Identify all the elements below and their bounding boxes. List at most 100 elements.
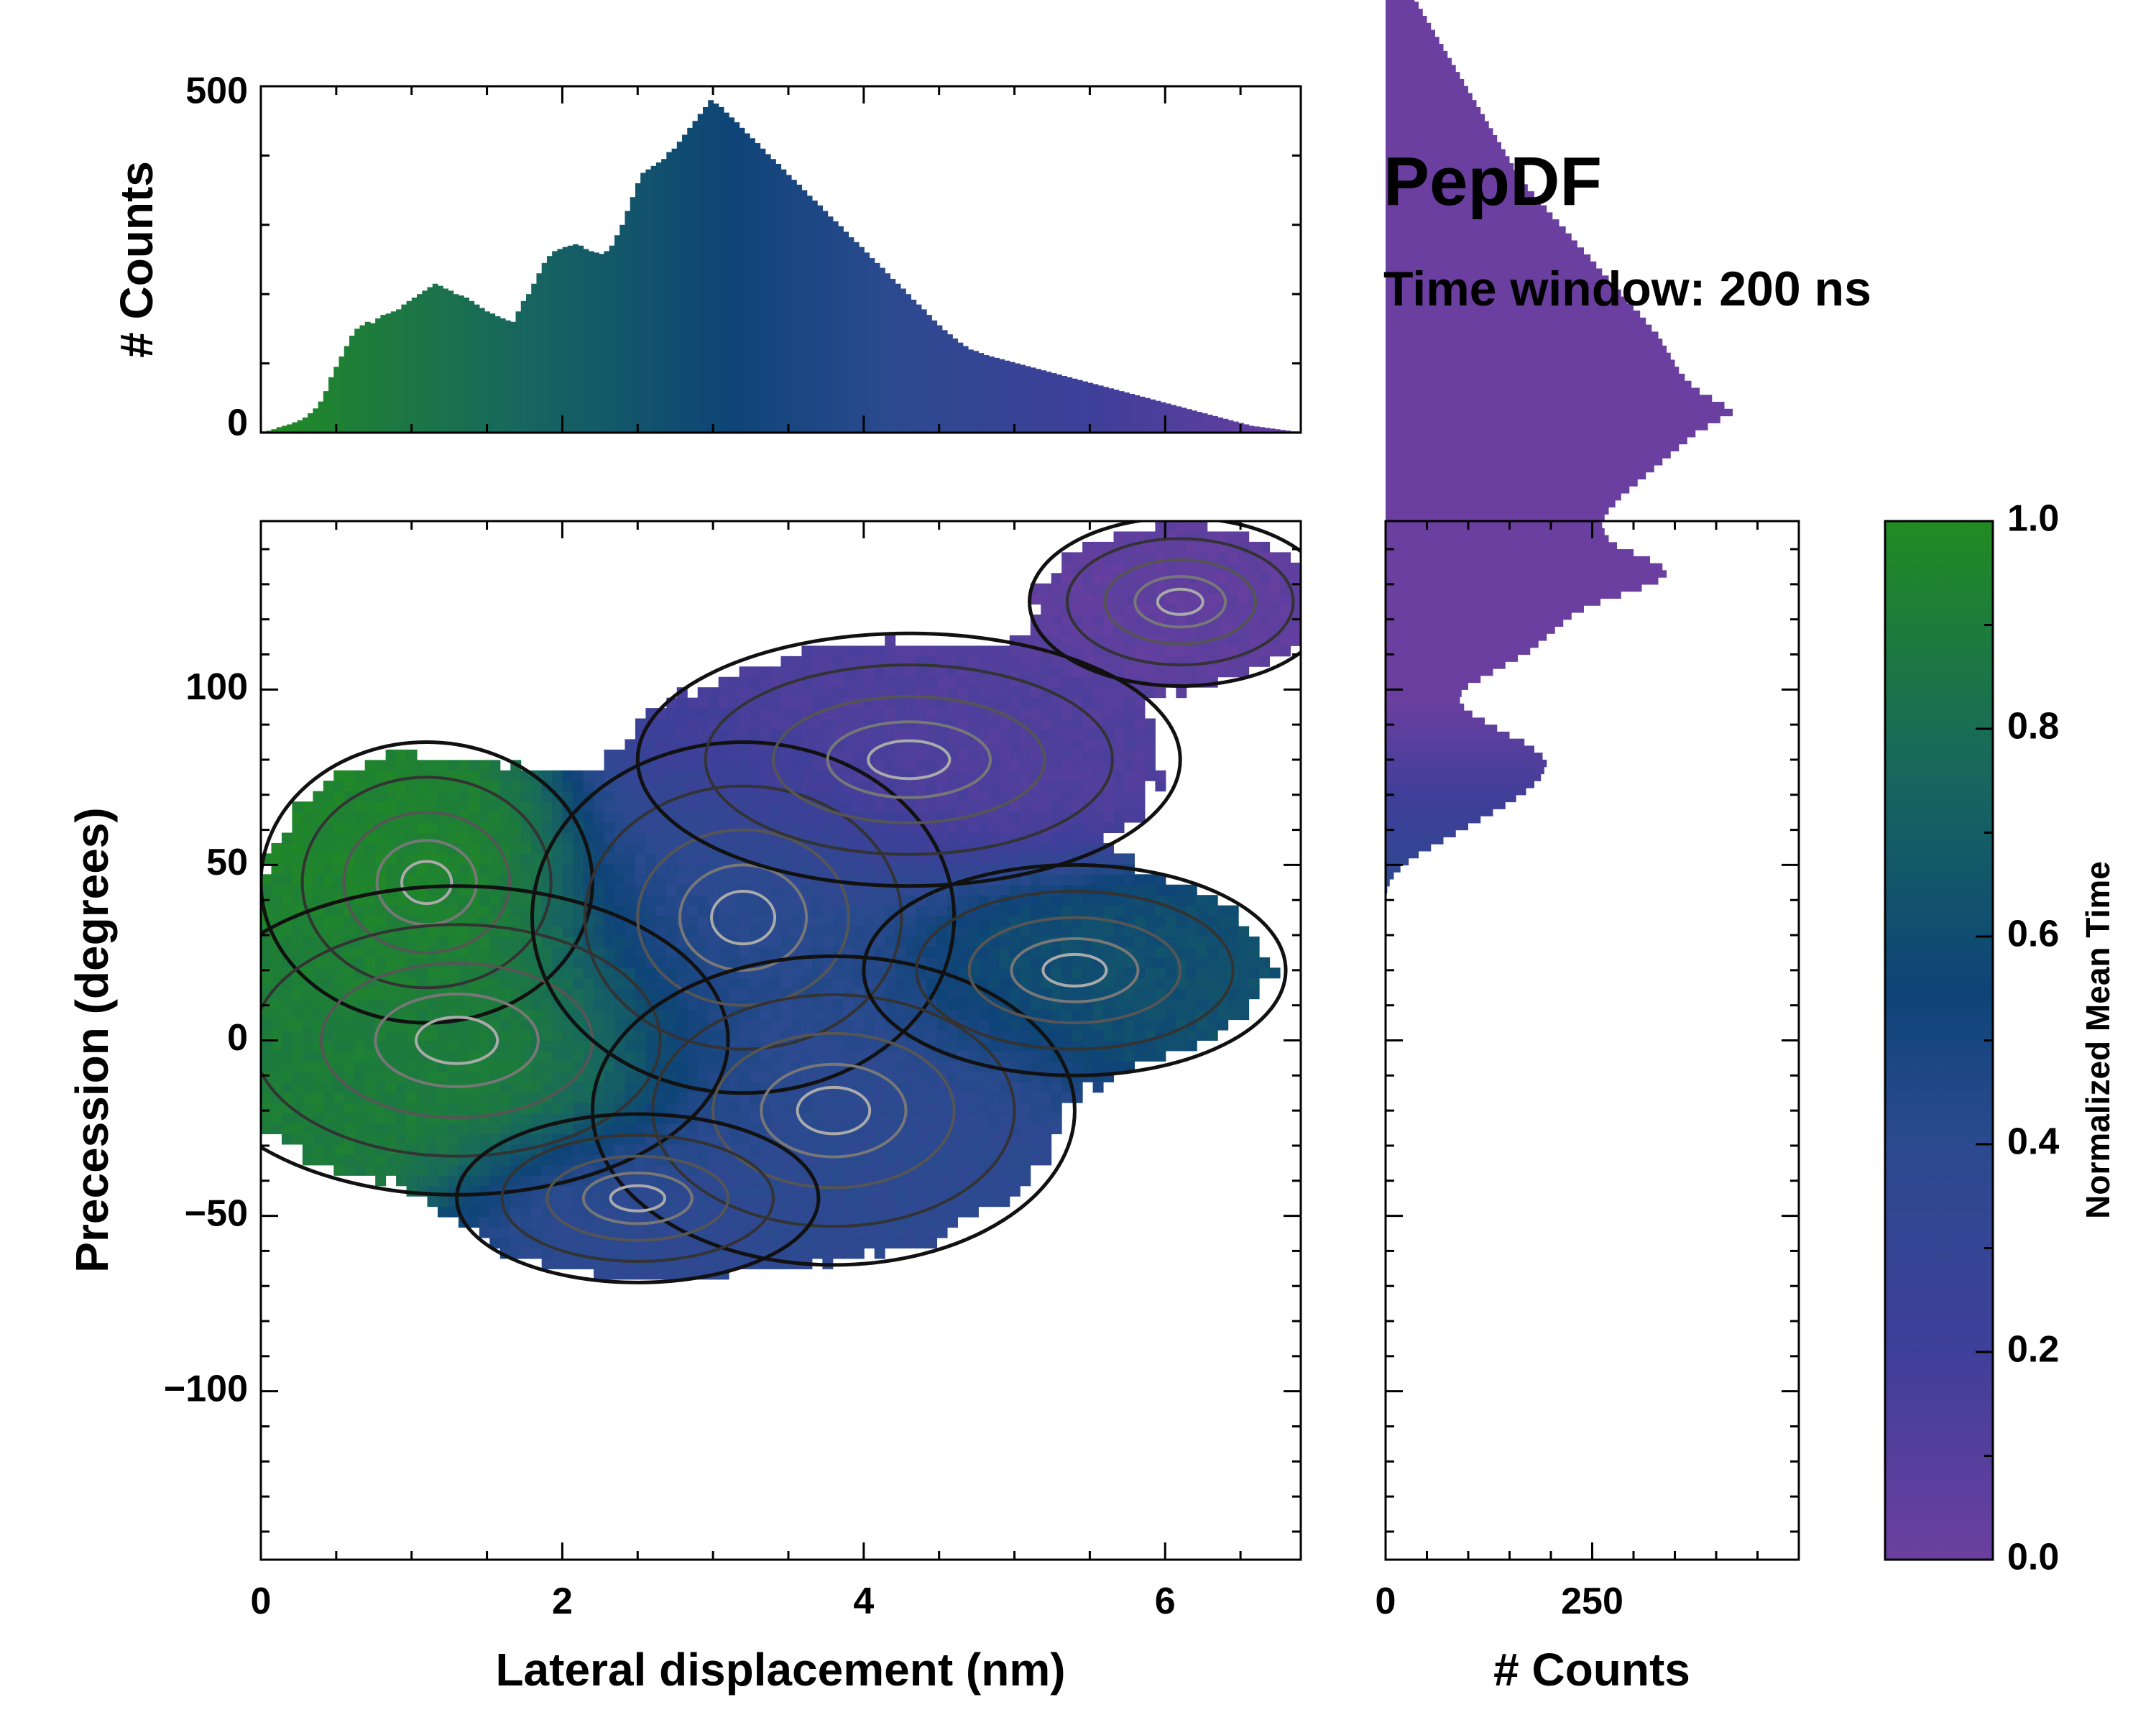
heatmap-cell bbox=[479, 905, 490, 916]
heatmap-cell bbox=[947, 863, 958, 875]
heatmap-cell bbox=[885, 1113, 896, 1124]
heatmap-cell bbox=[687, 895, 699, 906]
heatmap-cell bbox=[999, 718, 1010, 730]
heatmap-cell bbox=[687, 708, 699, 719]
heatmap-cell bbox=[469, 1092, 480, 1103]
heatmap-cell bbox=[750, 1082, 761, 1093]
heatmap-cell bbox=[1280, 645, 1291, 657]
top-histogram-bar bbox=[484, 311, 490, 433]
heatmap-cell bbox=[645, 895, 657, 906]
heatmap-cell bbox=[448, 1071, 459, 1082]
heatmap-cell bbox=[822, 1164, 834, 1176]
heatmap-cell bbox=[635, 874, 646, 886]
heatmap-cell bbox=[1009, 666, 1021, 678]
heatmap-cell bbox=[1009, 842, 1021, 854]
heatmap-cell bbox=[770, 853, 781, 865]
heatmap-cell bbox=[791, 1071, 802, 1082]
heatmap-cell bbox=[1186, 884, 1197, 896]
heatmap-cells bbox=[261, 521, 1301, 1280]
heatmap-cell bbox=[427, 1030, 438, 1041]
heatmap-cell bbox=[822, 1144, 834, 1155]
heatmap-cell bbox=[458, 1196, 469, 1208]
heatmap-cell bbox=[936, 1113, 948, 1124]
heatmap-cell bbox=[885, 937, 896, 947]
heatmap-cell bbox=[645, 1050, 657, 1062]
heatmap-cell bbox=[604, 822, 615, 833]
heatmap-cell bbox=[687, 1071, 699, 1082]
heatmap-cell bbox=[437, 1103, 448, 1114]
heatmap-cell bbox=[957, 832, 969, 844]
heatmap-cell bbox=[957, 1103, 969, 1114]
heatmap-cell bbox=[978, 801, 990, 813]
heatmap-cell bbox=[801, 760, 813, 771]
heatmap-cell bbox=[448, 781, 459, 792]
heatmap-cell bbox=[967, 1196, 979, 1208]
heatmap-cell bbox=[666, 957, 678, 968]
heatmap-cell bbox=[1082, 718, 1094, 730]
heatmap-cell bbox=[916, 916, 927, 927]
heatmap-cell bbox=[947, 656, 958, 667]
heatmap-cell bbox=[801, 947, 813, 958]
heatmap-cell bbox=[573, 884, 584, 896]
heatmap-cell bbox=[697, 811, 709, 823]
heatmap-cell bbox=[895, 1238, 906, 1248]
heatmap-cell bbox=[635, 853, 646, 865]
heatmap-cell bbox=[967, 1071, 979, 1082]
heatmap-cell bbox=[687, 863, 699, 875]
top-histogram-bar bbox=[1212, 415, 1218, 433]
top-histogram-bar bbox=[520, 300, 527, 433]
heatmap-cell bbox=[1072, 635, 1083, 646]
heatmap-cell bbox=[988, 1175, 1000, 1187]
heatmap-cell bbox=[375, 832, 387, 844]
heatmap-cell bbox=[510, 1196, 522, 1208]
heatmap-cell bbox=[853, 905, 865, 916]
heatmap-cell bbox=[1144, 884, 1156, 896]
heatmap-cell bbox=[1009, 905, 1021, 916]
heatmap-cell bbox=[885, 645, 896, 657]
heatmap-cell bbox=[1248, 988, 1260, 1000]
heatmap-cell bbox=[1092, 1050, 1104, 1062]
heatmap-cell bbox=[1009, 801, 1021, 813]
heatmap-cell bbox=[801, 1113, 813, 1124]
heatmap-contour bbox=[1103, 558, 1258, 645]
heatmap-cell bbox=[1144, 760, 1156, 771]
heatmap-cell bbox=[437, 801, 448, 813]
heatmap-cell bbox=[479, 791, 490, 802]
heatmap-cell bbox=[614, 1144, 625, 1155]
heatmap-cell bbox=[1113, 791, 1125, 802]
heatmap-cell bbox=[1061, 760, 1073, 771]
heatmap-cell bbox=[479, 770, 490, 781]
heatmap-cell bbox=[625, 1175, 636, 1187]
heatmap-cell bbox=[1113, 978, 1125, 989]
heatmap-cell bbox=[967, 760, 979, 771]
heatmap-cell bbox=[354, 781, 366, 792]
heatmap-cell bbox=[1217, 926, 1229, 937]
heatmap-cell bbox=[999, 1019, 1010, 1031]
heatmap-cell bbox=[614, 822, 625, 833]
heatmap-cell bbox=[967, 884, 979, 896]
top-histogram-bar bbox=[1092, 384, 1099, 433]
top-histogram-bar bbox=[510, 321, 517, 433]
heatmap-cell bbox=[1092, 832, 1104, 844]
heatmap-cell bbox=[780, 1061, 792, 1072]
heatmap-cell bbox=[1051, 884, 1062, 896]
heatmap-cell bbox=[313, 967, 324, 979]
heatmap-cell bbox=[313, 957, 324, 968]
heatmap-cell bbox=[344, 1050, 355, 1062]
heatmap-cell bbox=[791, 863, 802, 875]
heatmap-cell bbox=[822, 811, 834, 823]
heatmap-cell bbox=[832, 853, 844, 865]
heatmap-cell bbox=[302, 874, 313, 886]
heatmap-cell bbox=[489, 1123, 501, 1135]
heatmap-cell bbox=[604, 1103, 615, 1114]
heatmap-cell bbox=[1238, 604, 1250, 615]
heatmap-cell bbox=[1176, 573, 1187, 584]
heatmap-cell bbox=[801, 770, 813, 781]
heatmap-cell bbox=[967, 676, 979, 688]
heatmap-cell bbox=[760, 884, 771, 896]
heatmap-cell bbox=[552, 1050, 563, 1062]
heatmap-cell bbox=[729, 947, 740, 958]
heatmap-cell bbox=[936, 874, 948, 886]
heatmap-cell bbox=[1041, 1009, 1052, 1021]
heatmap-cell bbox=[1144, 988, 1156, 1000]
